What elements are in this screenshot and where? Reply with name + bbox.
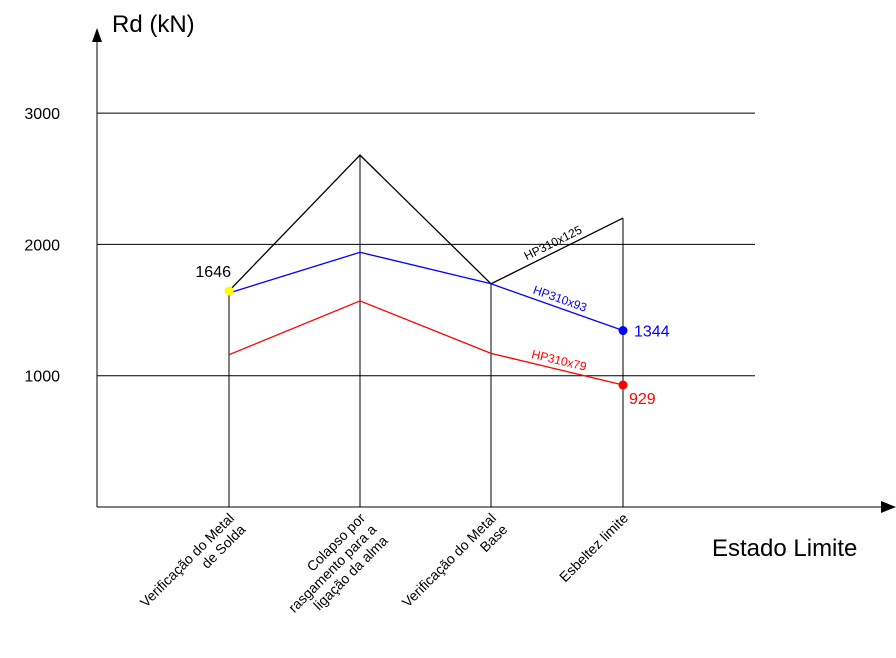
series-label: HP310x93 [531,283,589,315]
y-tick-label: 3000 [24,106,60,123]
category-label: Colapso porrasgamento para aligação da a… [274,510,391,627]
category-label: Verificação do Metalde Solda [137,510,249,622]
category-drop-lines [228,155,624,507]
data-labels: 1646 1344 929 [195,264,669,408]
category-label-line: Verificação do Metal [399,510,499,610]
category-label: Esbeltez limite [556,510,631,585]
x-axis-arrow [881,501,896,513]
data-markers [224,286,628,390]
data-marker [224,286,234,296]
data-label: 1646 [195,264,231,281]
category-label-line: Verificação do Metal [137,510,237,610]
y-tick-label: 1000 [24,369,60,386]
data-label: 1344 [634,324,670,341]
series-line [228,154,624,292]
data-label: 929 [629,391,656,408]
series-lines [228,154,624,386]
data-marker [618,326,628,336]
series-line [228,300,624,386]
category-label: Verificação do MetalBase [399,510,511,622]
gridlines [97,112,755,377]
y-axis-arrow [92,28,102,42]
axes [92,28,896,513]
series-line [228,251,624,332]
series-label: HP310x125 [522,223,585,264]
y-tick-label: 2000 [24,237,60,254]
category-label-line: Esbeltez limite [556,510,631,585]
y-tick-labels: 1000 2000 3000 [24,106,60,386]
data-marker [618,380,628,390]
x-axis-title: Estado Limite [712,535,857,562]
category-labels: Verificação do Metalde Solda Colapso porr… [137,510,632,627]
y-axis-title: Rd (kN) [112,11,195,38]
